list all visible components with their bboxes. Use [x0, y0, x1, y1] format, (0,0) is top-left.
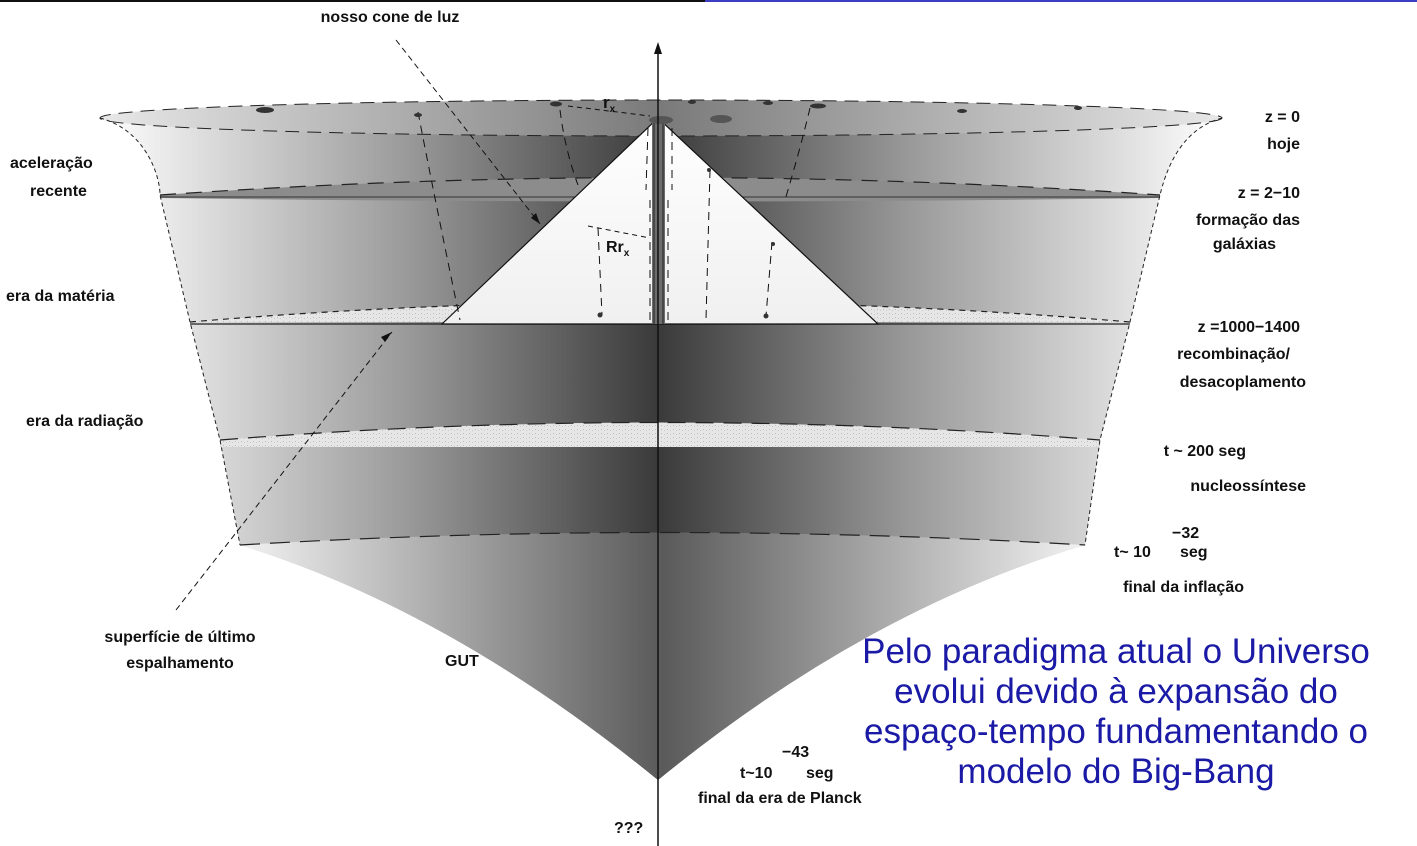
- last-scattering-label-2: espalhamento: [126, 655, 234, 672]
- t-inflation-exponent: −32: [1172, 525, 1200, 542]
- end-inflation-label: final da inflação: [1123, 579, 1244, 596]
- z-galaxies-label: z = 2−10: [1237, 185, 1300, 202]
- r-x-subscript: x: [609, 104, 616, 115]
- t-inflation-unit: seg: [1180, 544, 1208, 561]
- galaxy-markers: [256, 100, 1082, 319]
- caption-line-3: espaço-tempo fundamentando o: [864, 712, 1368, 751]
- galaxy-formation-label-2: galáxias: [1212, 236, 1276, 253]
- matter-era-label: era da matéria: [6, 288, 115, 305]
- caption-line-4: modelo do Big-Bang: [957, 752, 1275, 791]
- last-scattering-label-1: superfície de último: [104, 629, 256, 646]
- last-scattering-leader: [175, 331, 393, 611]
- end-planck-label: final da era de Planck: [698, 790, 862, 807]
- t-planck-base: t~10: [740, 765, 773, 782]
- caption: Pelo paradigma atual o Universo evolui d…: [818, 632, 1414, 792]
- t-inflation-base: t~ 10: [1114, 544, 1151, 561]
- galaxy-formation-label-1: formação das: [1195, 212, 1300, 229]
- t-planck-unit: seg: [806, 765, 834, 782]
- caption-line-1: Pelo paradigma atual o Universo: [862, 632, 1370, 671]
- recent-acceleration-label-2: recente: [30, 183, 87, 200]
- t-200-label: t ~ 200 seg: [1163, 443, 1246, 460]
- recombination-label: recombinação/: [1177, 346, 1290, 363]
- t-planck-exponent: −43: [782, 744, 810, 761]
- r-x-label: rx: [603, 93, 616, 115]
- gut-cone: [240, 532, 1085, 780]
- today-label: hoje: [1267, 136, 1300, 153]
- Rr-x-label: Rrx: [606, 239, 630, 259]
- recent-acceleration-label-1: aceleração: [10, 155, 93, 172]
- worldlines: [417, 107, 811, 321]
- radiation-era-label: era da radiação: [26, 413, 144, 430]
- decoupling-label: desacoplamento: [1179, 374, 1306, 391]
- z0-label: z = 0: [1264, 109, 1300, 126]
- unknown-label: ???: [614, 820, 644, 837]
- header-rule-right: [705, 0, 1417, 2]
- time-axis-arrowhead: [654, 42, 662, 54]
- caption-line-2: evolui devido à expansão do: [894, 672, 1338, 711]
- light-cone-label: nosso cone de luz: [320, 9, 460, 26]
- gut-label: GUT: [445, 653, 479, 670]
- Rr-x-subscript: x: [623, 248, 630, 259]
- light-cone-leader: [395, 39, 541, 225]
- header-rule-left: [0, 0, 705, 2]
- surface-nucleosynthesis: [220, 422, 1100, 447]
- nucleosynthesis-label: nucleossíntese: [1190, 478, 1306, 495]
- z-recombination-label: z =1000−1400: [1197, 319, 1300, 336]
